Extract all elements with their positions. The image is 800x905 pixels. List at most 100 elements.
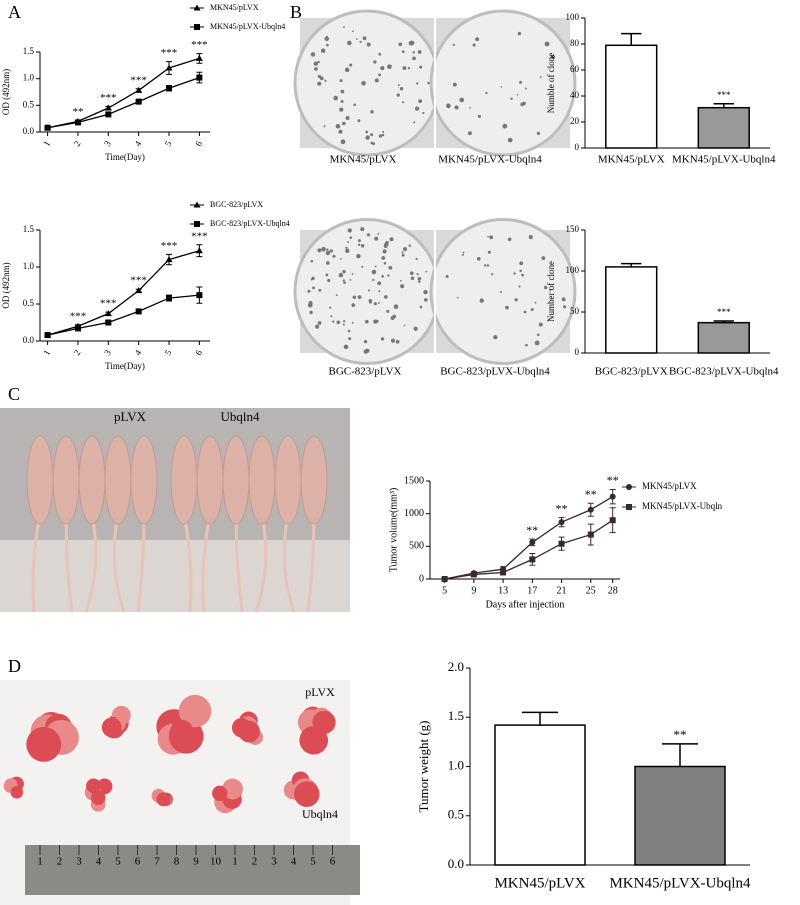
colony — [423, 289, 428, 295]
colony — [342, 279, 345, 282]
colony — [352, 30, 354, 33]
marker — [470, 571, 477, 578]
colony — [538, 322, 543, 327]
ruler-number: 8 — [174, 856, 180, 868]
colony — [462, 251, 465, 254]
marker — [135, 98, 142, 105]
colony — [561, 297, 566, 302]
colony — [493, 335, 498, 340]
colony — [343, 344, 349, 350]
colony — [381, 133, 385, 137]
colony — [329, 306, 332, 309]
colony — [536, 131, 541, 135]
colony — [563, 305, 567, 309]
colony — [472, 43, 476, 47]
colony — [373, 60, 377, 64]
marker — [104, 104, 112, 111]
colony — [343, 281, 346, 285]
colony — [343, 26, 345, 28]
x-tick-label: 3 — [102, 139, 113, 148]
colony — [344, 67, 350, 73]
error-bar — [522, 711, 558, 726]
colony — [380, 66, 385, 71]
colony — [525, 343, 528, 347]
y-tick-label: 1.5 — [23, 224, 35, 234]
colony — [365, 135, 370, 140]
tumor — [156, 792, 171, 807]
colony — [469, 107, 471, 109]
colony — [361, 80, 366, 86]
colony — [377, 302, 380, 304]
marker — [135, 308, 142, 315]
colony — [454, 105, 459, 110]
ruler-number: 2 — [252, 856, 258, 868]
colony — [408, 244, 412, 248]
legend-label: MKN45/pLVX-Ubqln4 — [210, 22, 285, 31]
colony — [401, 50, 405, 54]
y-axis-label: Numble of clone — [546, 53, 556, 113]
mouse — [52, 435, 80, 525]
colony — [359, 40, 362, 44]
colony — [323, 125, 326, 128]
colony — [318, 288, 322, 292]
plate-caption: BGC-823/pLVX-Ubqln4 — [440, 366, 550, 378]
mouse-tail — [112, 514, 126, 613]
y-axis-label: Tumor volume(mm³) — [388, 488, 399, 573]
colony — [425, 270, 428, 273]
series-line — [47, 250, 200, 336]
colony — [446, 103, 451, 109]
bar — [634, 765, 726, 866]
tumor-label: pLVX — [305, 685, 335, 699]
colony — [335, 294, 338, 297]
colony — [314, 67, 318, 71]
colony — [507, 137, 513, 143]
marker — [166, 85, 173, 92]
colony — [325, 273, 329, 277]
ruler-number: 3 — [271, 856, 277, 868]
colony — [370, 133, 374, 137]
colony — [551, 55, 556, 60]
y-tick-label: 0 — [575, 347, 580, 357]
colony — [310, 259, 314, 263]
mouse-tail — [136, 514, 146, 613]
y-tick-label: 40 — [570, 90, 580, 100]
x-tick-label: 6 — [193, 139, 204, 148]
marker — [196, 74, 203, 81]
colony — [418, 99, 423, 104]
colony — [417, 50, 422, 54]
marker — [609, 517, 616, 524]
mouse-tail — [182, 514, 193, 613]
colony — [368, 298, 373, 303]
colony — [324, 36, 330, 42]
x-tick-label: 17 — [527, 585, 537, 596]
colony — [387, 64, 392, 70]
colony — [502, 123, 508, 129]
colony — [401, 251, 404, 254]
tumor — [312, 710, 336, 734]
colony — [329, 249, 334, 253]
colony — [361, 265, 364, 268]
colony — [333, 95, 338, 101]
colony — [317, 74, 322, 79]
legend-label: MKN45/pLVX-Ubqln — [642, 501, 723, 511]
legend-marker — [194, 221, 200, 227]
colony — [413, 326, 418, 331]
colony — [345, 248, 350, 254]
colony — [339, 107, 344, 112]
colony — [422, 111, 425, 115]
significance: *** — [191, 39, 208, 51]
colony — [332, 320, 335, 323]
colony — [349, 278, 352, 281]
colony — [393, 304, 399, 310]
x-tick-label: 5 — [163, 139, 174, 148]
colony — [383, 261, 387, 265]
marker — [195, 247, 203, 254]
colony — [356, 253, 361, 259]
colony — [386, 309, 390, 313]
colony — [347, 329, 351, 333]
colony — [326, 248, 329, 251]
significance: *** — [130, 74, 147, 86]
colony — [374, 265, 377, 268]
ruler-number: 5 — [310, 856, 316, 868]
marker — [529, 556, 536, 563]
